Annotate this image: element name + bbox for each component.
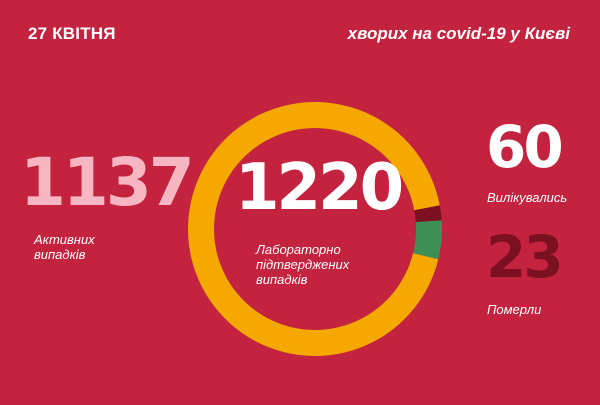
total-label: Лабораторно підтверджених випадків [256,242,350,287]
active-stat: 1137 Активних випадків [20,144,195,263]
active-value: 1137 [20,144,195,221]
slice-recovered [413,220,442,260]
active-label: Активних випадків [34,232,95,262]
total-value: 1220 [235,151,404,225]
recovered-value: 60 [486,113,564,181]
date-label: 27 КВІТНЯ [28,24,116,43]
recovered-label: Вилікувались [487,190,568,205]
slice-active [187,101,440,356]
slice-deaths [414,205,442,223]
headline: хворих на covid-19 у Києві [347,24,570,43]
deaths-value: 23 [486,223,564,291]
deaths-label: Померли [487,302,542,317]
